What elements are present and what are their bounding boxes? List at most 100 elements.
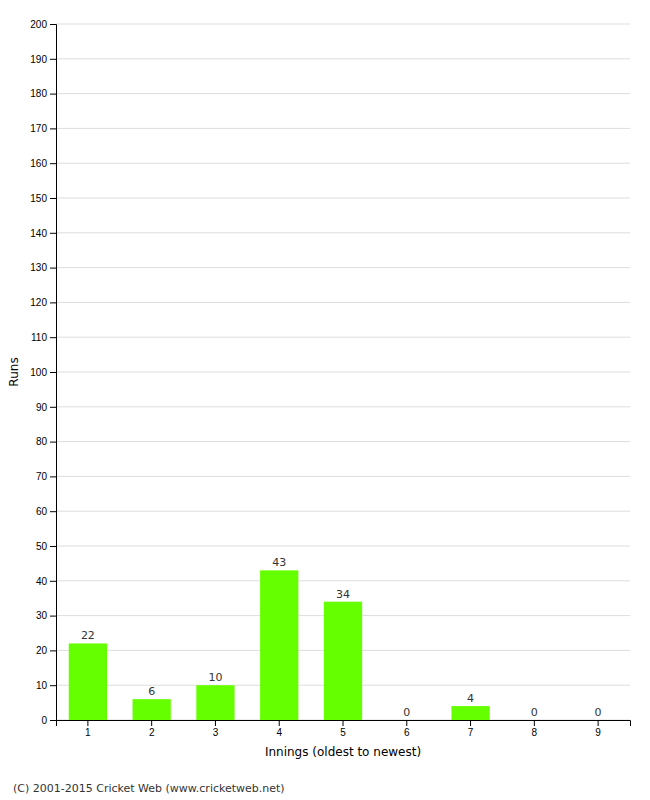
grid-line <box>56 232 630 233</box>
x-tick-mark <box>279 720 280 726</box>
data-label: 22 <box>81 629 95 642</box>
y-tick: 140 <box>30 228 56 239</box>
x-tick: 3 <box>213 720 219 738</box>
y-tick-label: 140 <box>30 228 47 239</box>
grid-line <box>56 511 630 512</box>
grid-line <box>56 337 630 338</box>
grid <box>56 24 630 720</box>
y-tick-label: 30 <box>36 610 48 621</box>
bar <box>451 706 489 720</box>
y-tick-label: 150 <box>30 193 47 204</box>
footer: (C) 2001-2015 Cricket Web (www.cricketwe… <box>13 782 285 795</box>
x-tick-label: 5 <box>340 727 346 738</box>
y-tick: 200 <box>30 19 56 30</box>
data-label: 0 <box>531 706 538 719</box>
y-tick-mark <box>50 442 56 443</box>
x-tick-label: 4 <box>276 727 282 738</box>
y-tick-mark <box>50 337 56 338</box>
bar <box>196 685 234 720</box>
y-tick-label: 120 <box>30 297 47 308</box>
x-tick: 4 <box>276 720 282 738</box>
bar <box>69 643 107 720</box>
y-tick-mark <box>50 163 56 164</box>
x-tick-label: 8 <box>532 727 538 738</box>
y-axis-title: Runs <box>7 357 21 386</box>
bar <box>515 720 553 721</box>
y-tick-mark <box>50 720 56 721</box>
bar <box>388 720 426 721</box>
y-tick-label: 90 <box>36 402 48 413</box>
y-tick-mark <box>50 198 56 199</box>
y-tick-mark <box>50 685 56 686</box>
y-tick-label: 200 <box>30 19 47 30</box>
grid-line <box>56 302 630 303</box>
x-tick-label: 6 <box>404 727 410 738</box>
y-tick-mark <box>50 546 56 547</box>
y-tick-mark <box>50 302 56 303</box>
data-labels: 2261043340400 <box>81 556 602 719</box>
y-tick: 70 <box>36 471 56 482</box>
y-tick: 110 <box>31 332 56 343</box>
y-tick-mark <box>50 128 56 129</box>
y-tick-mark <box>50 268 56 269</box>
y-tick-label: 170 <box>30 123 47 134</box>
grid-line <box>56 198 630 199</box>
y-tick-mark <box>50 233 56 234</box>
y-tick: 60 <box>36 506 56 517</box>
y-tick: 190 <box>30 54 56 65</box>
grid-line <box>56 372 630 373</box>
x-tick: 8 <box>532 720 538 738</box>
y-tick: 90 <box>36 402 56 413</box>
y-tick: 100 <box>30 367 56 378</box>
x-tick-label: 9 <box>595 727 601 738</box>
x-tick-mark <box>534 720 535 726</box>
data-label: 4 <box>467 692 474 705</box>
x-tick-mark <box>343 720 344 726</box>
y-tick: 30 <box>36 610 56 621</box>
grid-line <box>56 128 630 129</box>
x-tick-label: 1 <box>85 727 91 738</box>
x-tick-label: 3 <box>213 727 219 738</box>
y-tick-label: 190 <box>30 54 47 65</box>
y-tick-mark <box>50 24 56 25</box>
y-tick-mark <box>50 616 56 617</box>
y-tick-mark <box>50 372 56 373</box>
grid-line <box>56 476 630 477</box>
y-tick: 0 <box>41 715 56 726</box>
y-tick: 120 <box>30 297 56 308</box>
grid-line <box>56 93 630 94</box>
y-tick-mark <box>50 511 56 512</box>
x-tick: 9 <box>595 720 601 738</box>
y-tick-label: 100 <box>30 367 47 378</box>
y-axis-line <box>50 25 57 721</box>
x-tick: 2 <box>149 720 155 738</box>
y-tick-label: 110 <box>31 332 47 343</box>
y-axis: 0102030405060708090100110120130140150160… <box>30 19 56 726</box>
data-label: 0 <box>403 706 410 719</box>
data-label: 34 <box>336 588 350 601</box>
y-tick: 50 <box>36 541 56 552</box>
y-tick: 40 <box>36 576 56 587</box>
y-tick-mark <box>50 476 56 477</box>
x-axis: 1 2 3 4 5 6 7 8 9 <box>57 720 631 738</box>
x-tick-mark <box>470 720 471 726</box>
y-tick-label: 0 <box>41 715 47 726</box>
y-tick: 170 <box>30 123 56 134</box>
x-tick: 7 <box>468 720 474 738</box>
grid-line <box>56 406 630 407</box>
y-tick-label: 60 <box>36 506 48 517</box>
data-label: 43 <box>272 556 286 569</box>
y-tick-mark <box>50 650 56 651</box>
x-tick-mark <box>598 720 599 726</box>
y-tick-label: 10 <box>36 680 48 691</box>
x-tick: 1 <box>85 720 91 738</box>
y-tick-label: 70 <box>36 471 48 482</box>
x-tick-mark <box>87 720 88 726</box>
x-tick-label: 2 <box>149 727 155 738</box>
x-tick-mark <box>151 720 152 726</box>
grid-line <box>56 546 630 547</box>
y-tick-mark <box>50 581 56 582</box>
x-tick-mark <box>406 720 407 726</box>
grid-line <box>56 163 630 164</box>
y-tick-mark <box>50 59 56 60</box>
